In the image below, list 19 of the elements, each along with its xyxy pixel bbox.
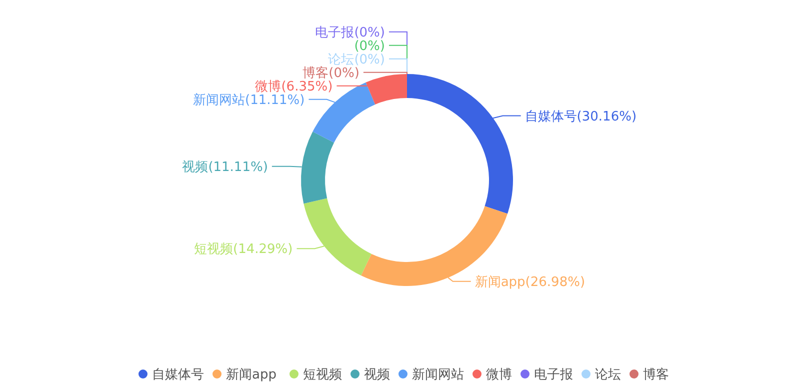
category-label: 自媒体号(30.16%) [524, 109, 637, 124]
category-label: 新闻app(26.98%) [474, 274, 586, 290]
legend-label: 博客 [643, 366, 669, 382]
category-label: 博客(0%) [302, 66, 360, 81]
category-label: 论坛(0%) [328, 52, 385, 68]
legend-label: 论坛 [595, 368, 621, 382]
text: (0%) [354, 38, 385, 54]
legend-label: 短视频 [303, 368, 342, 382]
category-label: 微博(6.35%) [255, 79, 333, 94]
legend-label: 视频 [364, 368, 390, 382]
legend-label: 新闻app [226, 368, 276, 382]
category-label: 视频(11.11%) [182, 160, 268, 175]
legend-label: 微博 [486, 368, 512, 382]
category-label: 电子报(0%) [315, 25, 385, 40]
legend-label: 电子报 [534, 368, 573, 382]
legend-label: 新闻网站 [412, 368, 464, 382]
category-label: 新闻网站(11.11%) [193, 92, 305, 108]
legend-label: 自媒体号 [152, 368, 204, 382]
category-label: 短视频(14.29%) [194, 242, 293, 258]
